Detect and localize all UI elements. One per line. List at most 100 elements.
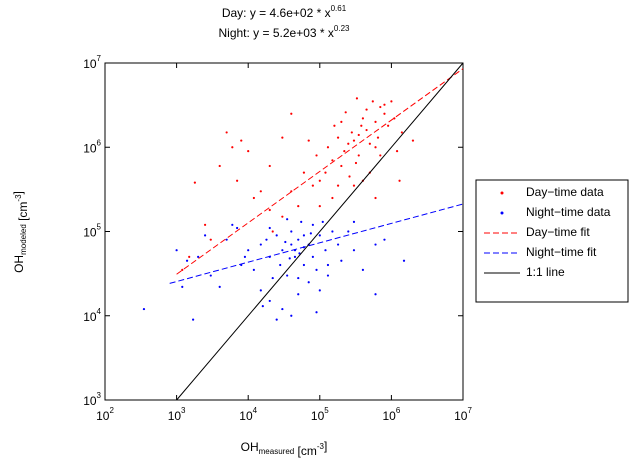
data-point bbox=[311, 255, 314, 258]
tick-base: 10 bbox=[83, 226, 97, 240]
data-point bbox=[193, 181, 196, 184]
data-point bbox=[290, 230, 293, 233]
data-point bbox=[231, 146, 234, 149]
tick-label: 106 bbox=[83, 138, 101, 155]
tick-base: 10 bbox=[311, 409, 325, 423]
data-point bbox=[400, 131, 403, 134]
data-point bbox=[365, 108, 368, 111]
data-point bbox=[311, 223, 314, 226]
tick-label: 104 bbox=[83, 307, 101, 324]
data-point bbox=[379, 105, 382, 109]
tick-exponent: 7 bbox=[97, 54, 102, 63]
data-point bbox=[374, 146, 377, 149]
data-point bbox=[181, 285, 184, 289]
data-point bbox=[368, 142, 371, 145]
tick-exponent: 6 bbox=[396, 406, 401, 415]
fit-line bbox=[176, 68, 464, 275]
data-point bbox=[290, 314, 293, 317]
data-point bbox=[365, 128, 368, 132]
data-point bbox=[236, 179, 239, 182]
data-point bbox=[374, 196, 377, 200]
data-point bbox=[288, 257, 291, 260]
data-point bbox=[340, 259, 343, 262]
data-point bbox=[361, 117, 365, 120]
y-axis-label-part: ] bbox=[11, 191, 25, 194]
data-point bbox=[318, 234, 321, 237]
data-point bbox=[352, 139, 356, 142]
data-point bbox=[281, 136, 284, 139]
data-point bbox=[298, 252, 301, 255]
data-point bbox=[284, 240, 287, 244]
chart-title-part: Night: y = 5.2e+03 * x bbox=[219, 26, 334, 40]
data-point bbox=[307, 281, 310, 284]
data-point bbox=[225, 131, 228, 134]
data-point bbox=[390, 100, 393, 103]
fit-line bbox=[169, 203, 464, 284]
data-point bbox=[402, 259, 406, 262]
data-point bbox=[281, 249, 284, 252]
data-point bbox=[318, 289, 321, 292]
tick-base: 10 bbox=[83, 57, 97, 71]
data-point bbox=[311, 184, 314, 187]
tick-base: 10 bbox=[454, 409, 468, 423]
tick-base: 10 bbox=[382, 409, 396, 423]
y-axis-label-sup: -3 bbox=[14, 194, 23, 202]
data-point bbox=[271, 276, 274, 280]
data-point bbox=[374, 120, 377, 123]
data-point bbox=[360, 124, 363, 127]
legend-box bbox=[475, 179, 629, 303]
data-point bbox=[268, 164, 271, 168]
tick-exponent: 3 bbox=[181, 406, 186, 415]
tick-base: 10 bbox=[83, 394, 97, 408]
data-point bbox=[354, 161, 358, 165]
data-point bbox=[188, 255, 191, 258]
legend-label: Day−time data bbox=[526, 185, 604, 199]
data-point bbox=[350, 131, 353, 134]
tick-label: 102 bbox=[96, 406, 114, 423]
data-point bbox=[307, 139, 310, 142]
chart-title-sup: 0.61 bbox=[331, 4, 347, 13]
data-point bbox=[225, 238, 228, 241]
x-axis-label-part: OH bbox=[241, 440, 259, 454]
data-point bbox=[281, 215, 284, 218]
data-point bbox=[175, 249, 178, 252]
tick-label: 103 bbox=[168, 406, 186, 423]
data-point bbox=[336, 243, 340, 246]
tick-exponent: 5 bbox=[324, 406, 329, 415]
data-point bbox=[293, 255, 297, 258]
data-point bbox=[336, 184, 340, 187]
data-point bbox=[268, 226, 271, 230]
data-point bbox=[383, 103, 386, 106]
data-point bbox=[352, 184, 356, 187]
data-point bbox=[275, 234, 278, 237]
data-point bbox=[297, 293, 300, 296]
x-axis-label: OHmeasured [cm-3] bbox=[241, 439, 328, 458]
data-point bbox=[271, 230, 274, 233]
chart-title-part: Day: y = 4.6e+02 * x bbox=[222, 6, 331, 20]
tick-base: 10 bbox=[168, 409, 182, 423]
data-point bbox=[275, 318, 278, 321]
data-point bbox=[297, 276, 300, 280]
data-point bbox=[331, 230, 334, 233]
data-point bbox=[240, 139, 243, 142]
data-point bbox=[243, 255, 247, 258]
data-point bbox=[259, 289, 262, 292]
data-point bbox=[336, 136, 340, 139]
data-point bbox=[309, 232, 312, 235]
tick-label: 106 bbox=[382, 406, 400, 423]
tick-base: 10 bbox=[96, 409, 110, 423]
data-point bbox=[343, 150, 346, 153]
plot-area bbox=[104, 62, 464, 401]
data-point bbox=[315, 154, 318, 157]
data-point bbox=[371, 100, 374, 103]
data-point bbox=[411, 139, 415, 142]
data-point bbox=[252, 196, 255, 200]
data-point bbox=[340, 120, 343, 123]
data-point bbox=[268, 208, 271, 212]
data-point bbox=[236, 226, 239, 230]
y-axis-label-sub: modeled bbox=[19, 224, 28, 255]
data-point bbox=[209, 238, 212, 241]
data-point bbox=[355, 97, 359, 100]
x-axis-label-sup: -3 bbox=[317, 442, 325, 451]
tick-exponent: 6 bbox=[97, 138, 102, 147]
